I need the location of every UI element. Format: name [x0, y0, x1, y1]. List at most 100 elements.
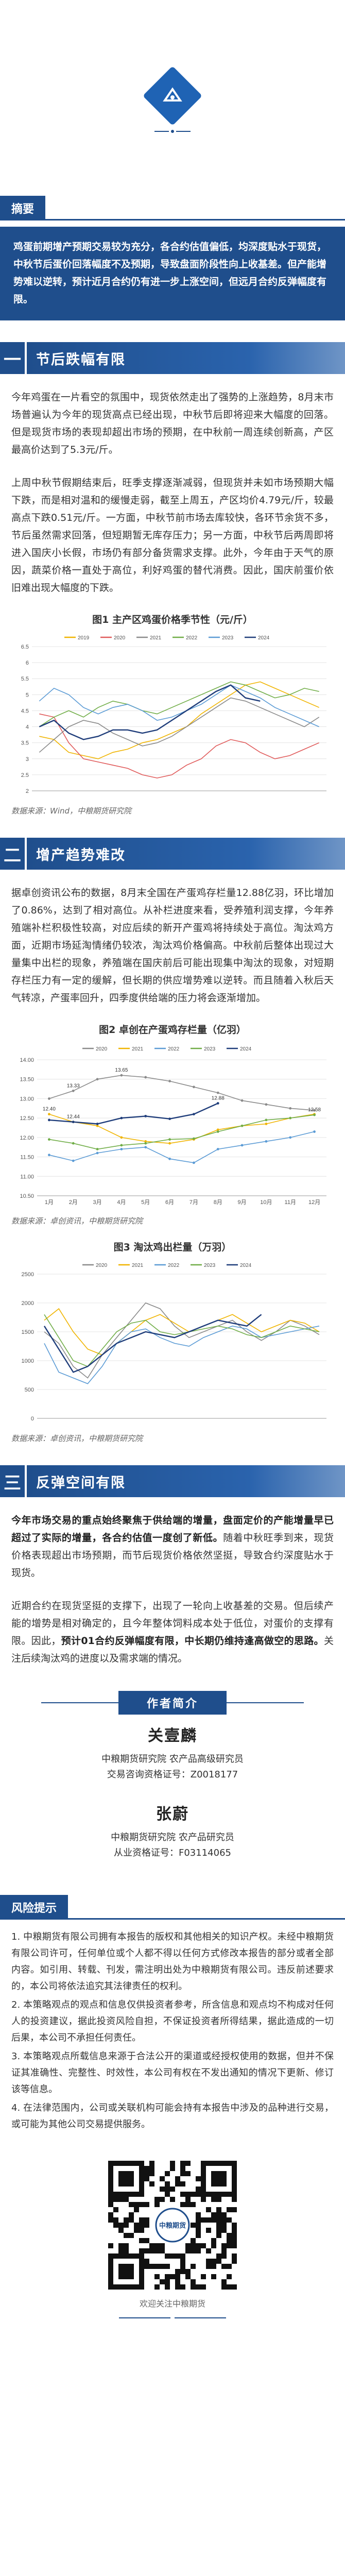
y-tick-label: 11.50: [20, 1155, 34, 1161]
qr-module: [170, 2253, 175, 2259]
author-title: 中粮期货研究院 农产品高级研究员: [101, 1754, 244, 1765]
qr-module: [180, 2284, 185, 2290]
qr-module: [191, 2248, 196, 2253]
qr-module: [108, 2202, 113, 2207]
qr-module: [191, 2202, 196, 2207]
author-card: 关壹麟 中粮期货研究院 农产品高级研究员 交易咨询资格证号：Z0018177: [0, 1723, 345, 1783]
author-title: 中粮期货研究院 农产品研究员: [111, 1832, 234, 1843]
qr-module: [160, 2197, 165, 2202]
data-point: [48, 1154, 50, 1157]
data-point: [96, 1123, 99, 1125]
qr-module: [216, 2197, 221, 2202]
footer-line: [175, 2317, 226, 2318]
qr-module: [175, 2181, 180, 2187]
data-point: [240, 1099, 244, 1102]
qr-module: [180, 2161, 185, 2166]
qr-module: [232, 2284, 237, 2290]
legend-label: 2022: [186, 635, 198, 641]
series-line-2021: [39, 697, 320, 753]
qr-module: [180, 2166, 185, 2171]
qr-module: [108, 2243, 113, 2248]
series-line-2020: [44, 1302, 320, 1379]
data-point: [216, 1102, 219, 1105]
qr-module: [227, 2207, 232, 2212]
qr-module: [175, 2284, 180, 2290]
data-point: [96, 1148, 99, 1150]
y-tick-label: 6.5: [21, 644, 29, 650]
qr-module: [185, 2161, 191, 2166]
data-point: [120, 1074, 123, 1077]
qr-module: [139, 2248, 144, 2253]
qr-module: [227, 2233, 232, 2238]
qr-module: [201, 2243, 206, 2248]
data-label: 13.65: [115, 1067, 128, 1073]
qr-module: [216, 2217, 221, 2223]
qr-module: [118, 2243, 124, 2248]
y-tick-label: 10.50: [20, 1193, 34, 1199]
data-point: [96, 1151, 99, 1155]
data-point: [289, 1107, 292, 1110]
y-tick-label: 2: [26, 788, 29, 794]
qr-finder-core: [211, 2171, 227, 2187]
qr-module: [180, 2264, 185, 2269]
qr-module: [227, 2238, 232, 2243]
qr-section: 中粮期货 欢迎关注中粮期货: [0, 2161, 345, 2309]
section-number: 三: [0, 1465, 25, 1497]
data-point: [265, 1103, 268, 1106]
section3-para-2-normal: 近期合约在现货坚挺的支撑下，出现了一轮向上收基差的交易。但后续产能的增势是相对确…: [11, 1600, 334, 1647]
qr-module: [206, 2207, 211, 2212]
qr-module: [232, 2207, 237, 2212]
data-point: [96, 1124, 99, 1127]
qr-module: [180, 2259, 185, 2264]
chart2: 2020 2021 2022 2023 2024 14.00 13.50 13.00 12.50…: [11, 1041, 334, 1211]
y-tick-label: 3: [26, 756, 29, 762]
x-tick-label: 9月: [238, 1199, 247, 1206]
qr-module: [170, 2187, 175, 2192]
section3-para-2-tail: 关注后续淘汰鸡的进度以及需求端的情况。: [11, 1635, 334, 1664]
data-point: [313, 1130, 316, 1133]
qr-module: [160, 2243, 165, 2248]
series-line-2024: [49, 1103, 218, 1125]
legend-label: 2022: [168, 1046, 180, 1052]
qr-module: [227, 2274, 232, 2279]
data-point: [168, 1138, 171, 1141]
qr-module: [196, 2228, 201, 2233]
y-tick-label: 13.00: [20, 1096, 34, 1102]
chart3-title: 图3 淘汰鸡出栏量（万羽）: [113, 1242, 232, 1253]
qr-module: [154, 2274, 160, 2279]
qr-module: [211, 2274, 216, 2279]
qr-module: [165, 2279, 170, 2284]
qr-module: [144, 2176, 149, 2181]
qr-module: [221, 2217, 227, 2223]
y-tick-label: 5: [26, 692, 29, 698]
x-tick-label: 5月: [141, 1199, 150, 1206]
qr-module: [206, 2248, 211, 2253]
series-line-2021: [49, 1113, 315, 1144]
qr-module: [191, 2238, 196, 2243]
qr-module: [232, 2238, 237, 2243]
data-point: [120, 1148, 123, 1150]
x-tick-label: 6月: [165, 1199, 174, 1206]
footer-divider: [0, 2317, 345, 2318]
series-line-2023: [44, 1314, 320, 1367]
qr-module: [191, 2284, 196, 2290]
qr-module: [129, 2202, 134, 2207]
qr-module: [232, 2253, 237, 2259]
qr-module: [118, 2248, 124, 2253]
qr-module: [149, 2264, 154, 2269]
qr-code-icon[interactable]: 中粮期货: [108, 2161, 237, 2290]
risk-item: 4. 在法律范围内，公司或关联机构可能会持有本报告中涉及的品种进行交易，或可能为…: [11, 2103, 334, 2130]
data-point: [289, 1116, 292, 1120]
qr-module: [221, 2264, 227, 2269]
data-point: [168, 1142, 171, 1145]
data-point: [48, 1118, 50, 1122]
qr-module: [221, 2223, 227, 2228]
section1-para-1: 今年鸡蛋在一片看空的氛围中，现货依然走出了强势的上涨趋势，8月末市场普遍认为今年…: [11, 392, 334, 455]
qr-module: [185, 2274, 191, 2279]
data-label: 12.40: [43, 1107, 56, 1112]
qr-module: [165, 2187, 170, 2192]
qr-module: [201, 2284, 206, 2290]
data-point: [313, 1113, 316, 1116]
qr-module: [185, 2197, 191, 2202]
legend-label: 2020: [114, 635, 126, 641]
